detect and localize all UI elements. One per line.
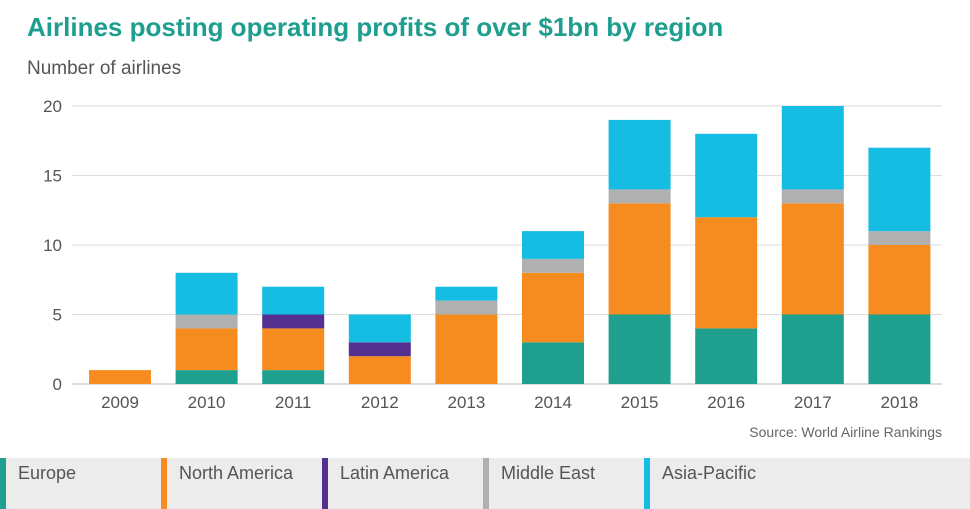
chart-title: Airlines posting operating profits of ov… (27, 12, 724, 42)
bar-segment-asia-pacific (262, 286, 325, 315)
bar-segment-asia-pacific (781, 106, 844, 190)
bar-segment-north-america (868, 245, 931, 315)
x-tick-label: 2009 (101, 393, 139, 412)
bar-segment-europe (608, 314, 671, 384)
bar-segment-asia-pacific (608, 119, 671, 190)
x-tick-label: 2016 (707, 393, 745, 412)
legend-swatch (483, 458, 489, 509)
legend-label: Europe (18, 463, 77, 483)
legend: Europe North America Latin America Middle E… (0, 458, 970, 509)
bar-segment-north-america (262, 328, 325, 371)
y-tick-label: 5 (53, 306, 62, 325)
bar-segment-latin-america (262, 314, 325, 329)
bar-segment-europe (868, 314, 931, 384)
bar-segment-middle-east (435, 300, 498, 315)
y-tick-label: 15 (43, 167, 62, 186)
bar-segment-middle-east (868, 231, 931, 245)
legend-item: Middle East (483, 458, 644, 509)
legend-item: Latin America (322, 458, 483, 509)
bar-segment-asia-pacific (348, 314, 411, 343)
bar-segment-middle-east (781, 189, 844, 204)
bar-segment-asia-pacific (175, 272, 238, 315)
bar-segment-asia-pacific (435, 286, 498, 301)
bar-segment-north-america (608, 203, 671, 315)
legend-label: North America (179, 463, 294, 483)
legend-swatch (322, 458, 328, 509)
legend-swatch (644, 458, 650, 509)
bar-segment-latin-america (348, 342, 411, 357)
bar-segment-middle-east (608, 189, 671, 204)
bar-segment-north-america (89, 370, 151, 384)
x-tick-label: 2013 (447, 393, 485, 412)
bar-segment-north-america (781, 203, 844, 315)
y-tick-label: 10 (43, 236, 62, 255)
bar-segment-europe (522, 342, 584, 384)
source-note: Source: World Airline Rankings (749, 424, 942, 440)
legend-label: Latin America (340, 463, 450, 483)
bar-segment-north-america (522, 272, 584, 343)
bar-segment-north-america (175, 328, 238, 371)
bar-segment-north-america (695, 217, 758, 329)
bar-segment-north-america (348, 356, 411, 384)
bar-segment-asia-pacific (522, 231, 584, 259)
bar-segment-north-america (435, 314, 498, 384)
x-tick-label: 2012 (361, 393, 399, 412)
legend-item: Europe (0, 458, 161, 509)
bar-segment-europe (695, 328, 758, 384)
x-tick-label: 2011 (275, 393, 312, 412)
y-tick-label: 0 (53, 375, 62, 394)
legend-label: Middle East (501, 463, 596, 483)
chart-plot: 0 5 10 15 20 2009 2010 2011 2012 2013 2014 2015 2016… (43, 97, 942, 412)
legend-item: Asia-Pacific (644, 458, 805, 509)
legend-swatch (0, 458, 6, 509)
y-axis-label: Number of airlines (27, 58, 182, 79)
x-tick-label: 2018 (880, 393, 918, 412)
bar-segment-europe (262, 370, 325, 384)
x-tick-label: 2014 (534, 393, 572, 412)
bar-segment-middle-east (522, 258, 584, 273)
legend-item: North America (161, 458, 322, 509)
bar-segment-asia-pacific (695, 133, 758, 218)
legend-swatch (161, 458, 167, 509)
bar-segment-asia-pacific (868, 147, 931, 232)
bar-segment-middle-east (175, 314, 238, 329)
legend-label: Asia-Pacific (662, 463, 757, 483)
x-tick-label: 2015 (621, 393, 659, 412)
bar-segment-europe (175, 370, 238, 384)
bar-segment-europe (781, 314, 844, 384)
x-tick-label: 2010 (188, 393, 226, 412)
x-tick-label: 2017 (794, 393, 832, 412)
y-tick-label: 20 (43, 97, 62, 116)
